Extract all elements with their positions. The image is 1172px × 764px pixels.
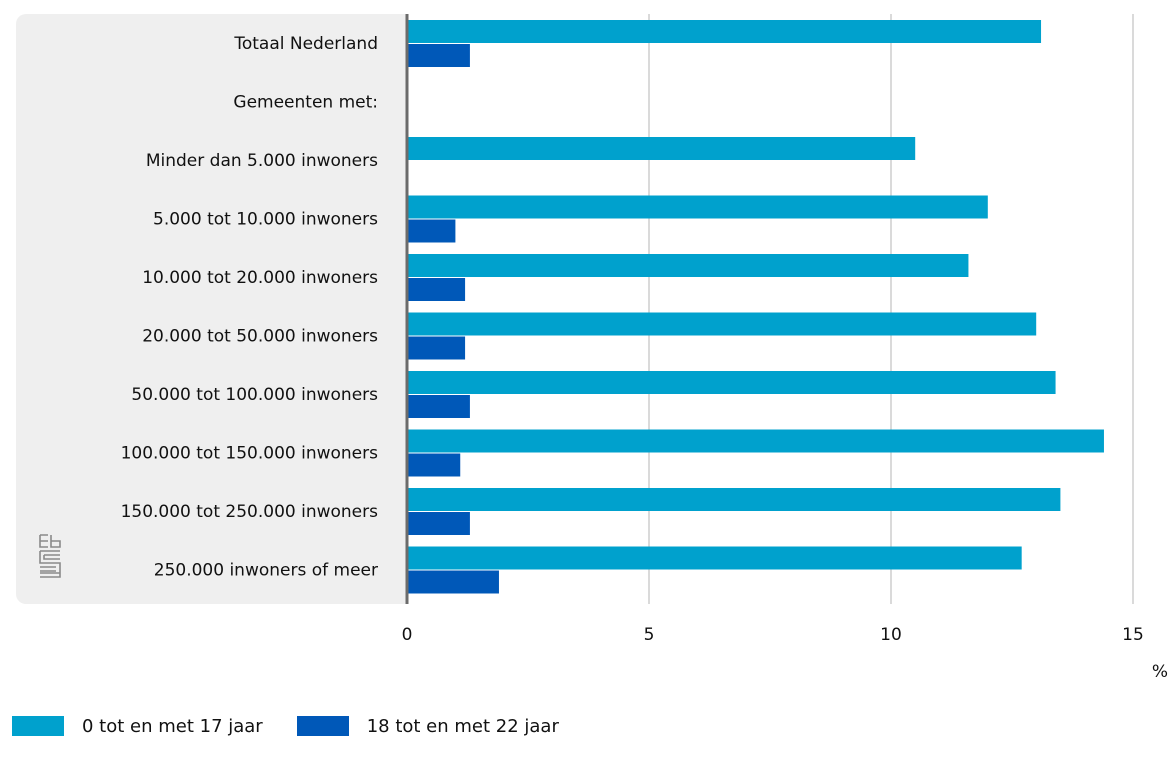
bar-series-1-2 — [407, 137, 916, 160]
legend-label-series-1: 0 tot en met 17 jaar — [82, 715, 263, 737]
x-tick-label-2: 10 — [880, 625, 902, 645]
legend-swatch-series-2 — [296, 716, 349, 736]
legend-label-series-2: 18 tot en met 22 jaar — [366, 715, 559, 737]
legend-swatch-series-1 — [12, 716, 64, 736]
bar-series-1-4 — [407, 254, 969, 277]
bar-series-2-4 — [407, 278, 466, 301]
category-label-2: Minder dan 5.000 inwoners — [146, 151, 378, 171]
bar-series-1-3 — [407, 195, 988, 219]
category-label-5: 20.000 tot 50.000 inwoners — [142, 327, 378, 347]
cbs-logo-icon — [39, 534, 61, 578]
legend-item-series-2: 18 tot en met 22 jaar — [296, 715, 559, 737]
category-label-8: 150.000 tot 250.000 inwoners — [121, 502, 379, 522]
category-label-3: 5.000 tot 10.000 inwoners — [153, 210, 378, 230]
category-label-9: 250.000 inwoners of meer — [154, 561, 378, 581]
bar-series-2-5 — [407, 336, 466, 360]
bar-series-2-8 — [407, 512, 470, 535]
bar-series-1-5 — [407, 312, 1037, 336]
category-label-0: Totaal Nederland — [233, 34, 378, 54]
bar-series-2-3 — [407, 219, 456, 243]
category-panel — [16, 14, 417, 604]
legend-item-series-1: 0 tot en met 17 jaar — [12, 716, 263, 737]
bar-series-2-6 — [407, 395, 470, 418]
category-label-6: 50.000 tot 100.000 inwoners — [131, 385, 378, 405]
category-label-1: Gemeenten met: — [233, 93, 378, 113]
x-tick-label-0: 0 — [402, 625, 413, 645]
x-tick-label-1: 5 — [644, 625, 655, 645]
bar-series-1-6 — [407, 371, 1056, 394]
bar-series-1-0 — [407, 20, 1042, 43]
legend: 0 tot en met 17 jaar 18 tot en met 22 ja… — [12, 713, 593, 739]
x-tick-label-3: 15 — [1122, 625, 1144, 645]
bar-series-2-7 — [407, 453, 461, 477]
x-axis-unit-label: % — [1152, 662, 1168, 682]
bar-series-1-8 — [407, 488, 1061, 511]
bar-series-1-9 — [407, 546, 1022, 570]
bar-series-1-7 — [407, 429, 1104, 453]
category-label-7: 100.000 tot 150.000 inwoners — [121, 444, 379, 464]
category-label-4: 10.000 tot 20.000 inwoners — [142, 268, 378, 288]
bar-series-2-9 — [407, 570, 499, 594]
bar-series-2-0 — [407, 44, 470, 67]
